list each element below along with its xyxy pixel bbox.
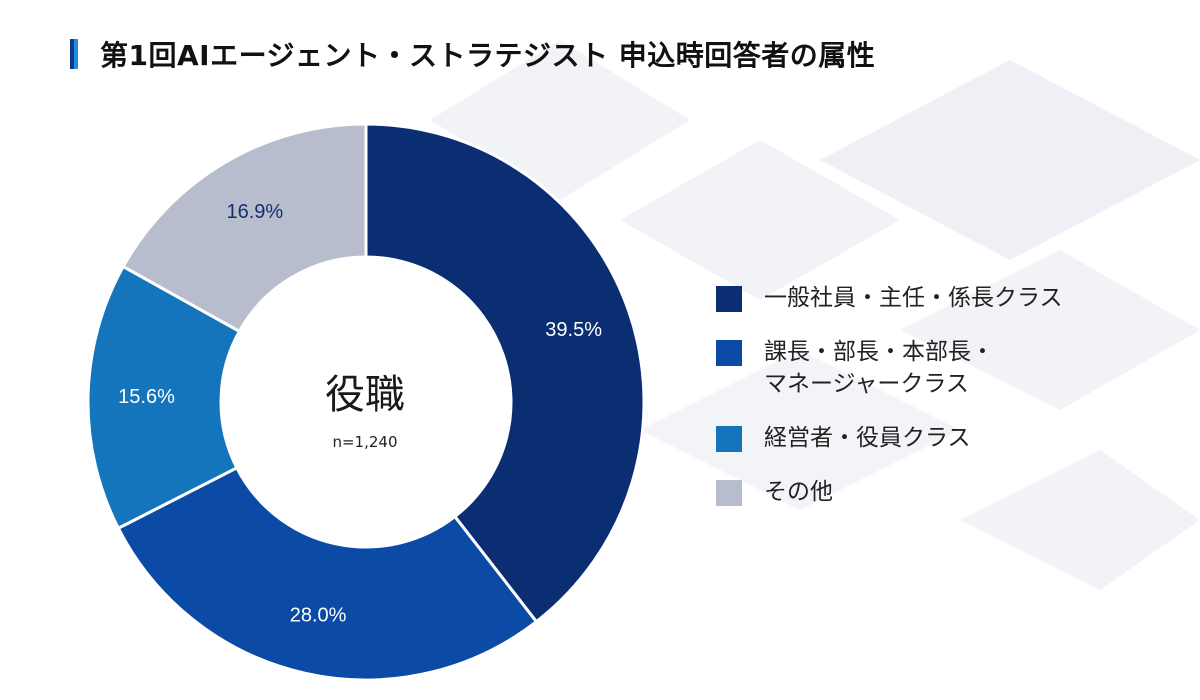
title-accent-bar (70, 39, 78, 69)
slice-value-label: 15.6% (118, 386, 175, 408)
slice-value-label: 39.5% (545, 319, 602, 341)
slice-value-label: 28.0% (290, 604, 347, 626)
legend-item: 一般社員・主任・係長クラス (716, 282, 1186, 314)
legend-item: 経営者・役員クラス (716, 422, 1186, 454)
legend-label: 一般社員・主任・係長クラス (764, 285, 1063, 311)
legend-label: その他 (764, 479, 833, 505)
donut-slice (86, 264, 242, 531)
legend-item: 課長・部長・本部長・ マネージャークラス (716, 336, 1186, 400)
center-sublabel: n=1,240 (332, 433, 398, 451)
legend: 一般社員・主任・係長クラス 課長・部長・本部長・ マネージャークラス 経営者・役… (716, 282, 1186, 530)
legend-label: 課長・部長・本部長・ マネージャークラス (764, 339, 994, 397)
donut-slice (116, 465, 539, 682)
legend-item: その他 (716, 476, 1186, 508)
chart-title: 第1回AIエージェント・ストラテジスト 申込時回答者の属性 (100, 39, 876, 72)
legend-label: 経営者・役員クラス (764, 425, 971, 451)
center-label: 役職 (325, 372, 405, 418)
donut-chart: 39.5% 28.0% 15.6% 16.9% (86, 122, 646, 682)
legend-swatch (716, 480, 742, 506)
donut-slice (364, 122, 646, 624)
slice-value-label: 16.9% (227, 201, 284, 223)
legend-swatch (716, 286, 742, 312)
legend-swatch (716, 340, 742, 366)
chart-header: 第1回AIエージェント・ストラテジスト 申込時回答者の属性 (70, 36, 875, 72)
donut-slice (121, 122, 368, 334)
legend-swatch (716, 426, 742, 452)
